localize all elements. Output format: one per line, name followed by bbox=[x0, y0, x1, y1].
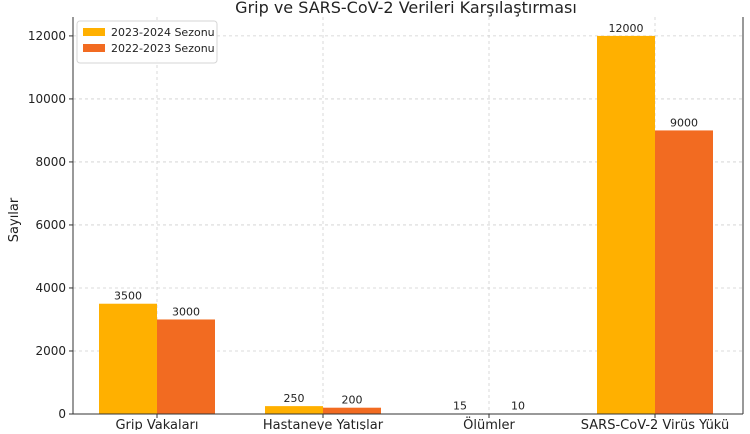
bar-value-label: 200 bbox=[342, 394, 363, 407]
x-tick-label: Hastaneye Yatışlar bbox=[263, 418, 384, 430]
x-tick-label: Grip Vakaları bbox=[115, 418, 198, 430]
bar-value-label: 15 bbox=[453, 400, 467, 413]
x-tick-label: SARS-CoV-2 Virüs Yükü bbox=[581, 418, 729, 430]
y-tick-label: 10000 bbox=[28, 92, 66, 106]
y-tick-label: 4000 bbox=[35, 281, 66, 295]
y-tick-label: 8000 bbox=[35, 155, 66, 169]
legend: 2023-2024 Sezonu 2022-2023 Sezonu bbox=[77, 21, 217, 63]
bar bbox=[597, 36, 655, 414]
bar bbox=[323, 408, 381, 414]
y-tick-label: 6000 bbox=[35, 218, 66, 232]
bar-value-label: 3500 bbox=[114, 290, 142, 303]
legend-label: 2023-2024 Sezonu bbox=[111, 26, 215, 39]
legend-swatch bbox=[83, 44, 105, 52]
legend-swatch bbox=[83, 28, 105, 36]
legend-label: 2022-2023 Sezonu bbox=[111, 42, 215, 55]
bar bbox=[99, 304, 157, 414]
bar bbox=[157, 319, 215, 414]
chart-title: Grip ve SARS-CoV-2 Verileri Karşılaştırm… bbox=[235, 0, 577, 17]
bar bbox=[265, 406, 323, 414]
y-axis-label: Sayılar bbox=[7, 197, 22, 242]
bar-value-label: 10 bbox=[511, 400, 525, 413]
y-tick-label: 0 bbox=[58, 407, 66, 421]
y-tick-label: 12000 bbox=[28, 29, 66, 43]
bar-value-label: 9000 bbox=[670, 116, 698, 129]
bar-value-label: 3000 bbox=[172, 305, 200, 318]
bar-value-label: 250 bbox=[284, 392, 305, 405]
y-tick-label: 2000 bbox=[35, 344, 66, 358]
bar-value-label: 12000 bbox=[609, 22, 644, 35]
x-tick-label: Ölümler bbox=[463, 416, 515, 430]
bar bbox=[655, 130, 713, 414]
